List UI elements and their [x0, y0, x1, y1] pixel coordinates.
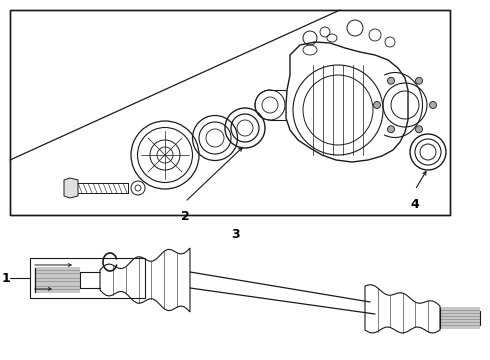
Polygon shape — [64, 178, 78, 198]
Text: 4: 4 — [411, 198, 419, 211]
Circle shape — [388, 126, 394, 133]
Circle shape — [373, 102, 381, 108]
Circle shape — [388, 77, 394, 84]
Text: 3: 3 — [231, 228, 239, 241]
Text: 2: 2 — [181, 210, 189, 223]
Text: 1: 1 — [1, 271, 10, 284]
Circle shape — [416, 126, 422, 133]
Circle shape — [416, 77, 422, 84]
Circle shape — [430, 102, 437, 108]
